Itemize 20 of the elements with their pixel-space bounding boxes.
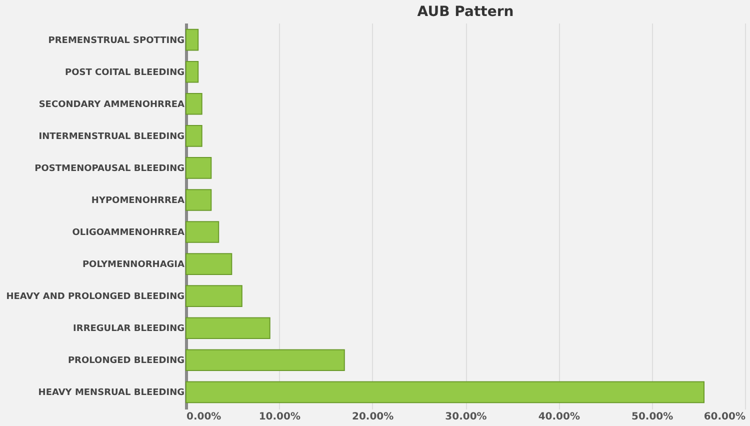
y-tick-label: POSTMENOPAUSAL BLEEDING: [34, 164, 184, 174]
x-tick-label: 10.00%: [258, 412, 300, 422]
y-tick-label: PREMENSTRUAL SPOTTING: [48, 36, 184, 46]
x-tick-label: 50.00%: [632, 412, 674, 422]
y-tick-label: HEAVY AND PROLONGED BLEEDING: [6, 292, 184, 302]
x-tick-label: 40.00%: [538, 412, 580, 422]
y-tick-label: SECONDARY AMMENOHRREA: [38, 100, 185, 110]
y-tick-label: POST COITAL BLEEDING: [64, 68, 184, 78]
x-tick-label: 20.00%: [352, 412, 394, 422]
chart-title: AUB Pattern: [417, 4, 514, 20]
y-tick-label: INTERMENSTRUAL BLEEDING: [38, 132, 184, 142]
y-tick-label: PROLONGED BLEEDING: [68, 356, 184, 366]
y-tick-label: IRREGULAR BLEEDING: [73, 324, 184, 334]
y-tick-label: POLYMENNORHAGIA: [82, 260, 185, 270]
x-tick-label: 60.00%: [704, 412, 746, 422]
y-tick-label: HEAVY MENSRUAL BLEEDING: [38, 388, 184, 398]
x-tick-label: 30.00%: [445, 412, 487, 422]
y-tick-label: HYPOMENOHRREA: [91, 196, 185, 206]
y-tick-label: OLIGOAMMENOHRREA: [72, 228, 185, 238]
x-tick-label: 0.00%: [186, 412, 222, 422]
